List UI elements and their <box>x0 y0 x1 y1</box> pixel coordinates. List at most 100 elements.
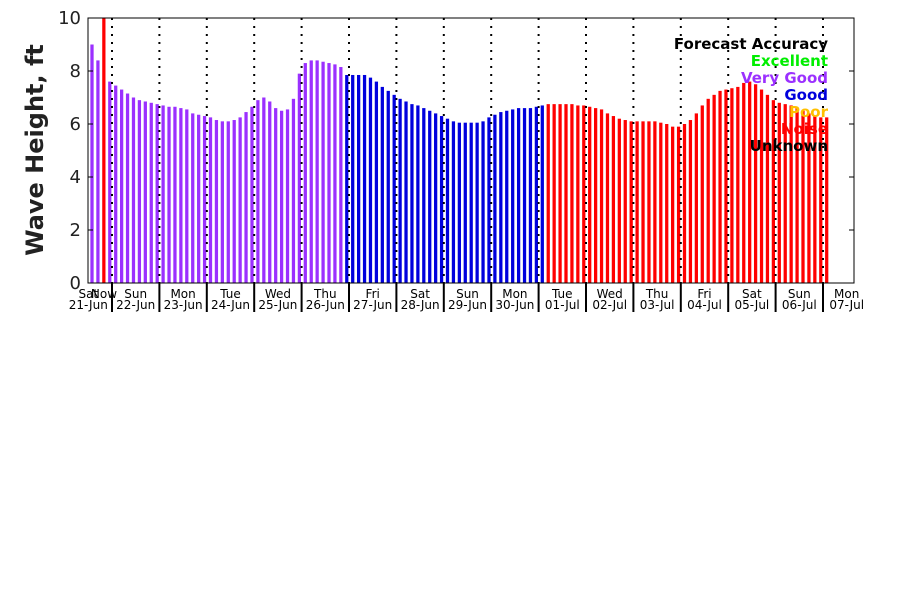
bar <box>611 116 616 283</box>
y-tick-label: 6 <box>70 114 81 135</box>
bar <box>647 121 651 283</box>
legend-entry: Excellent <box>751 52 828 70</box>
bar <box>125 93 130 284</box>
bar <box>759 89 764 283</box>
bar <box>765 94 770 283</box>
date-label: 23-Jun <box>164 298 203 312</box>
bar <box>102 18 106 283</box>
bar <box>161 105 165 283</box>
day-of-week-label: Sun <box>456 287 479 301</box>
bar <box>303 63 307 283</box>
bar <box>516 108 521 283</box>
day-of-week-label: Sat <box>78 287 98 301</box>
bar <box>825 117 829 284</box>
now-label: Now <box>91 287 117 301</box>
day-of-week-label: Mon <box>170 287 195 301</box>
bar <box>493 114 497 283</box>
bar <box>392 94 396 283</box>
x-axis-day-labels: Sat21-JunSun22-JunMon23-JunTue24-JunWed2… <box>69 283 864 312</box>
day-of-week-label: Sat <box>742 287 762 301</box>
bar <box>422 108 426 283</box>
date-label: 28-Jun <box>401 298 440 312</box>
bar <box>250 106 254 284</box>
bar <box>641 121 645 283</box>
day-of-week-label: Tue <box>551 287 573 301</box>
bar <box>807 113 811 284</box>
day-of-week-label: Thu <box>645 287 669 301</box>
bar <box>605 113 610 284</box>
bar <box>813 116 817 283</box>
bar-series <box>90 18 829 284</box>
bar <box>694 113 698 284</box>
bar <box>345 74 349 283</box>
bar <box>202 116 207 283</box>
day-of-week-label: Thu <box>313 287 337 301</box>
bar <box>291 98 296 283</box>
bar <box>410 104 414 284</box>
bar <box>173 106 177 284</box>
legend-entry: Unknown <box>750 137 828 155</box>
bar <box>676 126 681 284</box>
bar <box>386 90 390 284</box>
bar <box>635 121 639 283</box>
bar <box>534 106 539 284</box>
bar <box>789 105 793 283</box>
date-label: 22-Jun <box>116 298 155 312</box>
bar <box>801 110 805 283</box>
bar <box>819 117 823 284</box>
date-label: 05-Jul <box>735 298 770 312</box>
bar <box>309 60 313 284</box>
date-label: 29-Jun <box>448 298 487 312</box>
bar <box>659 122 663 284</box>
bar <box>357 74 361 283</box>
bar <box>137 100 142 284</box>
bar <box>546 104 550 284</box>
bar <box>398 98 402 283</box>
bar <box>771 100 776 284</box>
bar <box>457 122 461 284</box>
bar <box>351 74 355 283</box>
y-axis: 0 2 4 6 8 10 <box>58 8 854 294</box>
date-label: 24-Jun <box>211 298 250 312</box>
bar <box>712 94 716 283</box>
bar <box>777 102 781 283</box>
bar <box>463 122 467 284</box>
bar <box>582 105 586 283</box>
bar <box>220 121 224 283</box>
bar <box>96 60 100 284</box>
bar <box>439 116 444 283</box>
bar <box>108 81 112 283</box>
bar <box>232 120 236 283</box>
legend-entry: Poor <box>789 103 829 121</box>
date-label: 03-Jul <box>640 298 675 312</box>
day-of-week-label: Fri <box>366 287 380 301</box>
bar <box>564 104 568 284</box>
bar <box>475 122 479 284</box>
bar <box>321 61 325 284</box>
bar <box>197 114 201 283</box>
date-label: 02-Jul <box>592 298 627 312</box>
bar <box>362 74 367 283</box>
bar <box>730 88 734 283</box>
day-of-week-label: Mon <box>834 287 859 301</box>
bar <box>268 101 272 283</box>
bar <box>599 109 604 283</box>
day-of-week-label: Mon <box>502 287 527 301</box>
y-tick-label: 2 <box>70 220 81 241</box>
y-tick-label: 0 <box>70 273 81 294</box>
bar <box>120 89 124 283</box>
plot-frame <box>87 17 855 284</box>
bar <box>469 122 473 284</box>
bar <box>149 102 153 283</box>
bar <box>558 104 562 284</box>
day-of-week-label: Wed <box>265 287 291 301</box>
bar <box>90 44 94 283</box>
bar <box>404 101 408 283</box>
bar <box>665 124 669 283</box>
bar <box>522 108 527 283</box>
bar <box>629 121 633 283</box>
bar <box>445 118 450 283</box>
bar <box>297 73 302 284</box>
bar <box>748 81 752 283</box>
bar <box>753 84 758 283</box>
